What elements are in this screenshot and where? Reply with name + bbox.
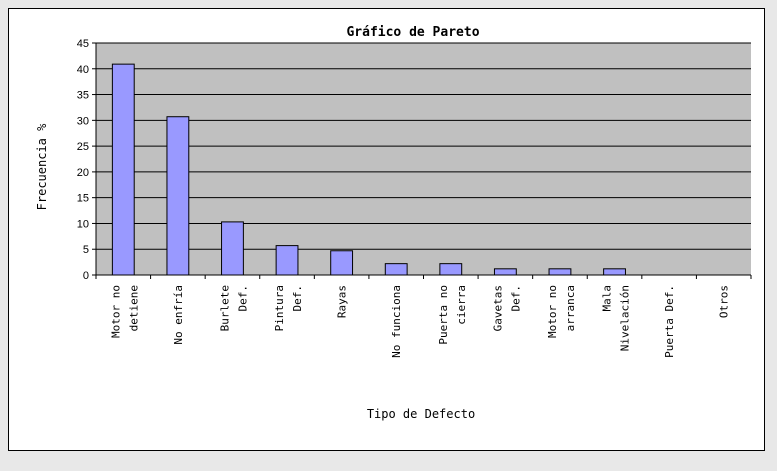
category-label-line: Def.	[236, 285, 249, 312]
category-label: Mala Nivelación	[601, 285, 632, 351]
category-label-line: Gavetas	[491, 285, 504, 331]
bar	[493, 268, 517, 276]
y-tick-label: 30	[77, 115, 89, 127]
x-axis-title: Tipo de Defecto	[367, 407, 475, 421]
bar	[275, 245, 299, 276]
bar	[548, 268, 572, 276]
category-label-line: Pintura	[273, 285, 286, 331]
category-label-line: Nivelación	[619, 285, 632, 351]
category-label-line: cierra	[455, 285, 468, 325]
y-tick-label: 10	[77, 218, 89, 230]
category-label-line: arranca	[564, 285, 577, 331]
category-label-line: No funciona	[390, 285, 403, 358]
bar	[221, 221, 244, 276]
bar	[166, 116, 190, 276]
category-label-line: detiene	[127, 285, 140, 331]
category-label-line: Otros	[718, 285, 731, 318]
y-tick-label: 20	[77, 167, 89, 179]
y-axis-title: Frecuencia %	[35, 123, 49, 210]
category-label: Motor no arranca	[546, 285, 577, 338]
y-tick-label: 25	[77, 141, 89, 153]
category-label: Rayas	[336, 285, 349, 318]
category-label-line: Def.	[509, 285, 522, 312]
y-tick-label: 15	[77, 193, 89, 205]
y-tick-label: 5	[83, 244, 89, 256]
category-label-line: Mala	[601, 285, 614, 312]
bar	[439, 263, 463, 276]
category-label: Motor no detiene	[109, 285, 140, 338]
category-label: Burlete Def.	[218, 285, 249, 331]
y-tick-label: 40	[77, 64, 89, 76]
category-label: Pintura Def.	[273, 285, 304, 331]
category-label-line: No enfría	[172, 285, 185, 345]
chart-title: Gráfico de Pareto	[346, 25, 479, 40]
y-tick-label: 45	[77, 38, 89, 50]
category-label: Gavetas Def.	[491, 285, 522, 331]
pareto-chart: Gráfico de Pareto 0 5 10 15 20 25 30 35 40 45 Moto…	[35, 25, 752, 421]
plot-area	[96, 43, 751, 275]
category-label-line: Rayas	[336, 285, 349, 318]
bar	[603, 268, 626, 276]
category-label: No enfría	[172, 285, 185, 345]
category-label-line: Motor no	[546, 285, 559, 338]
category-label-line: Puerta Def.	[663, 285, 676, 358]
category-label: Puerta Def.	[663, 285, 676, 358]
category-label: Otros	[718, 285, 731, 318]
category-label-line: Def.	[291, 285, 304, 312]
chart-frame: Gráfico de Pareto 0 5 10 15 20 25 30 35 40 45 Moto…	[8, 8, 765, 451]
bar	[330, 250, 354, 276]
category-label-line: Motor no	[109, 285, 122, 338]
category-label-line: Burlete	[218, 285, 231, 331]
bar	[384, 263, 408, 276]
category-label: Puerta no cierra	[437, 285, 468, 345]
y-tick-label: 35	[77, 90, 89, 102]
y-tick-label: 0	[83, 270, 89, 282]
category-label-line: Puerta no	[437, 285, 450, 345]
bar	[111, 63, 135, 276]
category-label: No funciona	[390, 285, 403, 358]
